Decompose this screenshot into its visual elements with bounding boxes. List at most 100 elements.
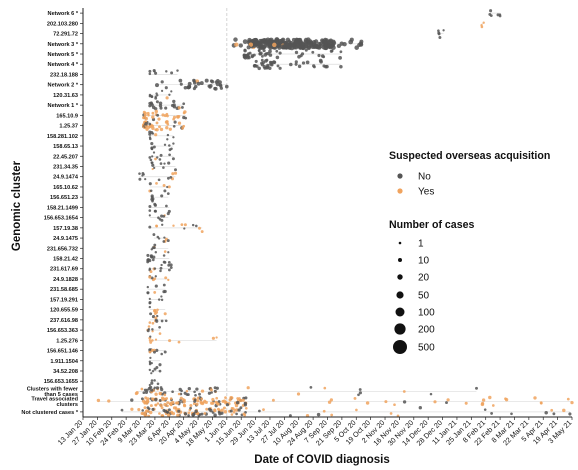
case-point xyxy=(180,389,183,393)
case-point xyxy=(151,246,155,250)
case-point xyxy=(162,166,165,169)
case-point xyxy=(187,411,191,415)
y-tick-label: 231.34.35 xyxy=(53,164,78,170)
legend-size-20-swatch xyxy=(397,274,403,280)
case-point xyxy=(154,251,158,254)
y-tick-label: 232.18.188 xyxy=(50,72,78,78)
case-point xyxy=(244,406,248,410)
case-point xyxy=(189,406,192,410)
y-tick-label: Network 1 * xyxy=(48,103,79,109)
case-point xyxy=(168,339,172,343)
case-point xyxy=(268,45,273,50)
case-point xyxy=(568,412,572,416)
case-point xyxy=(305,60,310,65)
case-point xyxy=(199,81,204,86)
case-point xyxy=(148,301,152,304)
case-point xyxy=(141,399,146,403)
case-point xyxy=(160,298,164,302)
legend-size-1-swatch xyxy=(398,241,402,245)
legend-no-swatch xyxy=(397,173,403,179)
case-point xyxy=(183,85,188,90)
case-point xyxy=(155,156,159,159)
case-point xyxy=(156,113,160,117)
case-point xyxy=(156,308,159,312)
case-point xyxy=(160,396,165,400)
case-point xyxy=(182,102,186,106)
y-tick-label: 34.52.208 xyxy=(53,369,78,375)
case-point xyxy=(239,398,243,403)
case-point xyxy=(170,147,173,151)
case-point xyxy=(148,182,152,186)
case-point xyxy=(445,401,448,405)
case-point xyxy=(155,224,158,228)
case-point xyxy=(266,51,270,56)
legend-no-label: No xyxy=(418,172,431,183)
case-point xyxy=(156,235,160,239)
case-point xyxy=(234,42,239,47)
legend-size-200-label: 200 xyxy=(418,325,435,336)
case-point xyxy=(143,113,147,117)
legend-yes-swatch xyxy=(397,188,403,194)
case-point xyxy=(192,81,197,85)
case-point xyxy=(172,142,175,145)
y-tick-label: Network 5 * xyxy=(48,52,79,58)
case-point xyxy=(323,41,328,47)
case-point xyxy=(187,84,192,89)
case-point xyxy=(170,90,173,93)
case-point xyxy=(164,276,168,280)
case-point xyxy=(151,328,154,331)
case-point xyxy=(213,386,217,390)
case-point xyxy=(339,65,343,69)
case-point xyxy=(262,49,266,53)
case-point xyxy=(162,283,166,287)
case-point xyxy=(319,59,323,64)
case-point xyxy=(144,177,147,181)
case-point xyxy=(258,45,263,50)
case-point xyxy=(320,54,325,58)
case-point xyxy=(148,225,152,229)
case-point xyxy=(198,392,201,396)
legend-size-500-label: 500 xyxy=(418,343,435,354)
case-point xyxy=(164,319,168,323)
case-point xyxy=(322,409,326,413)
case-point xyxy=(153,267,157,270)
y-tick-label: 156.653.363 xyxy=(47,328,78,334)
case-point xyxy=(160,214,164,218)
case-point xyxy=(437,32,441,36)
case-point xyxy=(159,266,163,270)
y-tick-label: Network 6 * xyxy=(48,11,79,17)
case-point xyxy=(183,227,186,230)
case-point xyxy=(182,124,186,128)
case-point xyxy=(151,124,155,128)
case-point xyxy=(159,153,163,157)
case-point xyxy=(150,161,154,165)
case-point xyxy=(150,195,154,199)
case-point xyxy=(162,408,166,412)
case-point xyxy=(338,56,342,60)
case-point xyxy=(491,404,495,407)
case-point xyxy=(246,386,250,390)
case-point xyxy=(288,414,292,418)
case-point xyxy=(150,256,154,259)
case-point xyxy=(158,363,162,367)
case-point xyxy=(552,412,556,416)
case-point xyxy=(162,254,166,257)
case-point xyxy=(396,414,400,418)
case-point xyxy=(150,381,154,385)
case-point xyxy=(167,263,171,267)
y-tick-label: 156.653.1654 xyxy=(44,216,79,222)
case-point xyxy=(151,163,155,167)
case-point xyxy=(218,83,223,87)
case-point xyxy=(195,387,199,391)
case-point xyxy=(544,410,548,415)
case-point xyxy=(141,409,144,412)
case-point xyxy=(154,128,158,132)
case-point xyxy=(240,413,244,417)
case-point xyxy=(187,387,191,391)
case-point xyxy=(176,115,180,119)
case-point xyxy=(162,240,166,243)
case-point xyxy=(442,29,445,32)
case-point xyxy=(287,43,292,48)
case-point xyxy=(278,66,282,70)
case-point xyxy=(149,356,152,360)
